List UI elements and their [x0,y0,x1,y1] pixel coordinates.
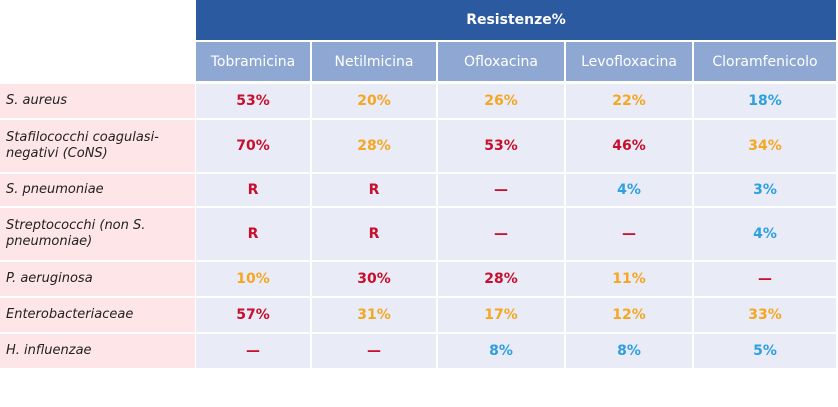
row-label: S. pneumoniae [0,174,195,206]
table-cell: — [438,174,564,206]
table-cell: 11% [566,262,692,296]
table-cell: 30% [312,262,436,296]
table-cell: 4% [566,174,692,206]
column-header: Levofloxacina [566,42,692,81]
row-label: H. influenzae [0,334,195,368]
table-cell: 20% [312,84,436,118]
table-cell: — [438,208,564,260]
table-cell: 3% [694,174,836,206]
table-cell: — [694,262,836,296]
table-cell: 8% [566,334,692,368]
row-label: Streptococchi (non S. pneumoniae) [0,208,195,260]
table-cell: — [196,334,310,368]
table-cell: 18% [694,84,836,118]
column-header: Cloramfenicolo [694,42,836,81]
table-cell: 53% [196,84,310,118]
table-cell: 22% [566,84,692,118]
table-cell: 70% [196,120,310,172]
column-header: Netilmicina [312,42,436,81]
table-cell: — [312,334,436,368]
table-cell: 53% [438,120,564,172]
table-title: Resistenze% [196,0,836,40]
table-cell: 34% [694,120,836,172]
table-cell: — [566,208,692,260]
row-label: Stafilococchi coagulasi-negativi (CoNS) [0,120,195,172]
table-cell: R [312,208,436,260]
table-cell: R [196,208,310,260]
table-cell: 33% [694,298,836,332]
table-cell: R [196,174,310,206]
column-header: Tobramicina [196,42,310,81]
table-cell: 46% [566,120,692,172]
table-cell: 10% [196,262,310,296]
table-cell: R [312,174,436,206]
table-cell: 17% [438,298,564,332]
table-cell: 4% [694,208,836,260]
table-cell: 31% [312,298,436,332]
table-cell: 57% [196,298,310,332]
table-cell: 12% [566,298,692,332]
row-label: Enterobacteriaceae [0,298,195,332]
row-label: P. aeruginosa [0,262,195,296]
table-cell: 28% [312,120,436,172]
column-header: Ofloxacina [438,42,564,81]
row-label: S. aureus [0,84,195,118]
table-cell: 28% [438,262,564,296]
table-cell: 26% [438,84,564,118]
table-cell: 5% [694,334,836,368]
table-cell: 8% [438,334,564,368]
